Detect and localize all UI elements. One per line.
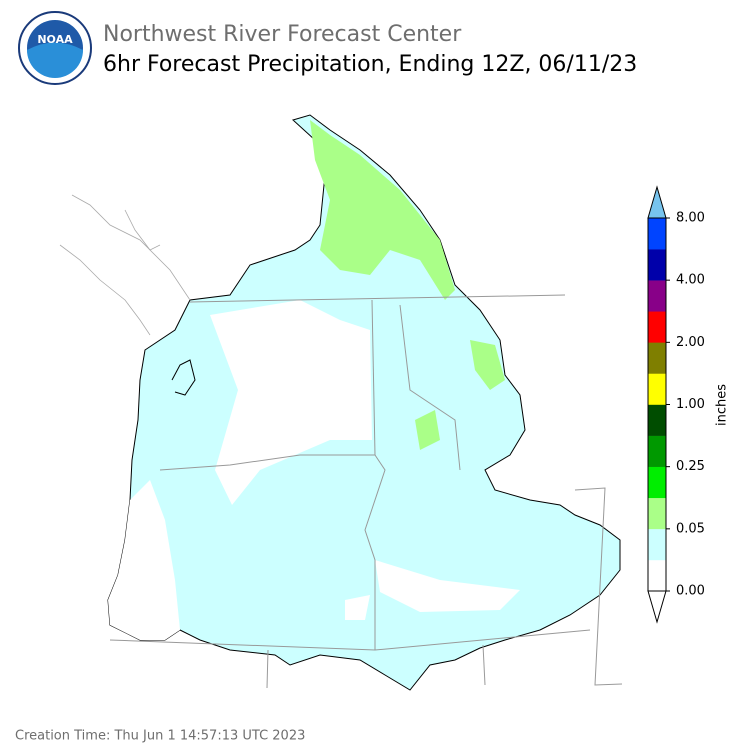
organization: Northwest River Forecast Center	[103, 22, 462, 47]
colorbar-segment	[648, 404, 666, 436]
creation-time: Creation Time: Thu Jun 1 14:57:13 UTC 20…	[15, 729, 305, 744]
colorbar-segment	[648, 218, 666, 250]
dry-area	[375, 560, 520, 612]
colorbar-extension	[647, 590, 667, 624]
tick-label: 0.25	[676, 459, 705, 474]
colorbar-segment	[648, 280, 666, 312]
dry-area	[210, 300, 372, 505]
colorbar-segment	[648, 249, 666, 281]
colorbar-label: inches	[715, 384, 730, 426]
colorbar-segment	[648, 311, 666, 343]
coastline-canada	[59, 194, 191, 336]
colorbar-segment	[648, 466, 666, 499]
dry-area	[345, 595, 370, 620]
tick-label: 2.00	[676, 335, 705, 350]
map	[59, 114, 623, 691]
dry-area	[108, 480, 180, 640]
colorbar: inches 0.00 0.05 0.25 1.00 2.00 4.00 8.00	[647, 185, 730, 624]
tick-label: 4.00	[676, 273, 705, 288]
noaa-logo: NOAA	[18, 11, 92, 85]
map-title: 6hr Forecast Precipitation, Ending 12Z, …	[103, 52, 637, 77]
coastline	[171, 359, 196, 396]
tick-label: 0.05	[676, 521, 705, 536]
colorbar-extension	[647, 185, 667, 219]
tick-label: 8.00	[676, 211, 705, 226]
precip-area	[415, 410, 440, 450]
colorbar-segment	[648, 528, 666, 561]
precip-area	[470, 340, 505, 390]
colorbar-segment	[648, 559, 666, 592]
logo-text: NOAA	[37, 33, 73, 46]
colorbar-segment	[648, 342, 666, 374]
precip-area	[310, 120, 455, 300]
colorbar-segment	[648, 497, 666, 530]
tick-label: 0.00	[676, 584, 705, 599]
colorbar-segment	[648, 435, 666, 467]
tick-label: 1.00	[676, 397, 705, 412]
colorbar-segment	[648, 373, 666, 405]
borders	[109, 294, 623, 689]
